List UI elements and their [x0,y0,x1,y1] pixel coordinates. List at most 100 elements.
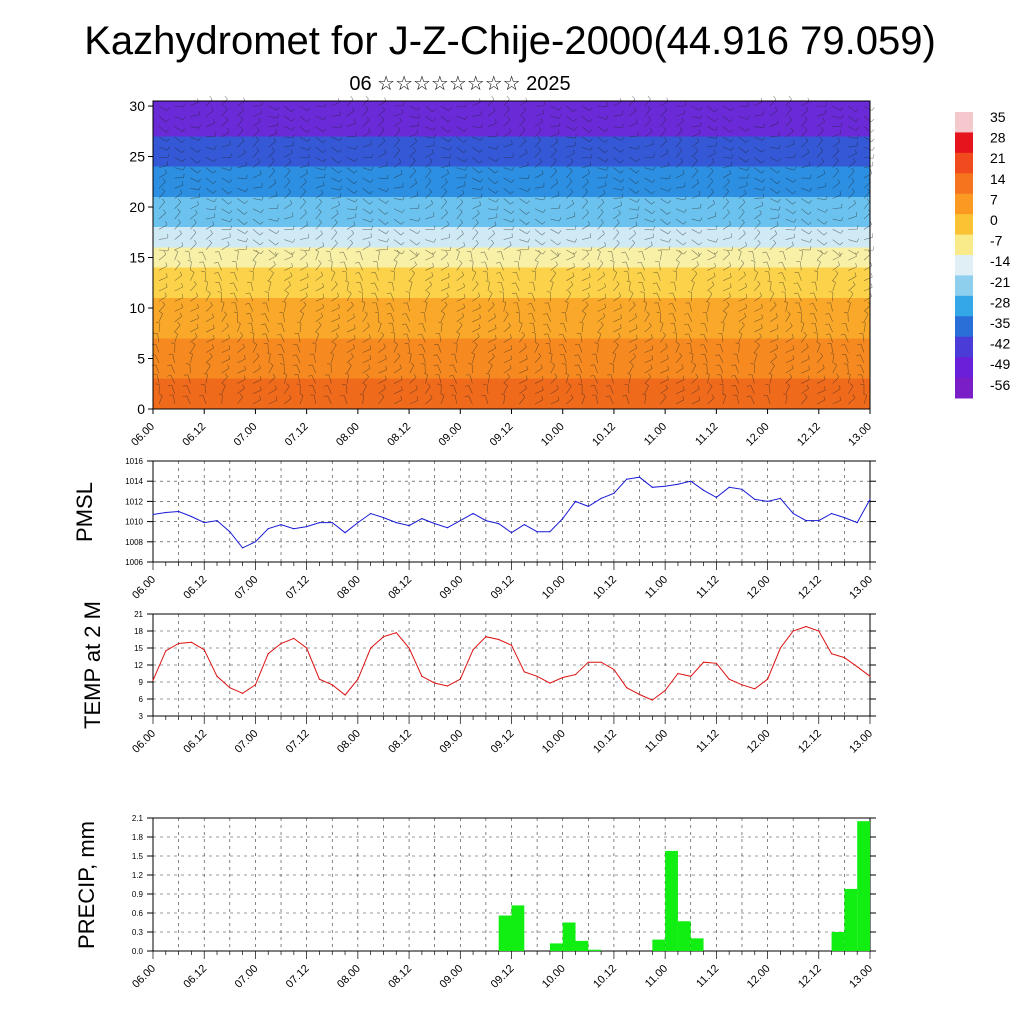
wind-barb-flag [791,334,794,338]
wind-barb [534,139,541,148]
wind-barb [409,388,418,394]
wind-barb-flag [719,383,724,386]
wind-barb [237,140,245,148]
wind-barb [707,145,717,148]
wind-barb-flag [621,123,624,128]
wind-barb-flag [448,138,452,142]
wind-barb-flag [432,251,436,255]
wind-barb [487,110,496,117]
wind-barb-flag [590,385,595,387]
wind-barb [409,115,419,119]
wind-barb [190,146,198,153]
wind-barb-flag [789,116,793,121]
wind-barb [468,395,473,405]
wind-barb [597,157,606,163]
wind-barb [801,369,810,374]
wind-barb [392,323,395,333]
wind-barb-flag [353,170,358,174]
data-point [382,636,385,638]
wind-barb-flag [336,209,339,214]
wind-barb-flag [515,311,520,314]
wind-barb [644,348,654,353]
wind-barb-flag [682,242,687,246]
wind-barb-flag [479,303,481,308]
wind-barb-flag [605,385,610,387]
wind-barb [205,328,215,333]
wind-barb [814,323,818,333]
wind-barb [298,333,301,343]
wind-barb [503,131,512,138]
wind-barb [754,157,762,164]
wind-barb [675,150,683,158]
wind-barb [738,157,747,163]
wind-barb-flag [463,282,465,287]
wind-barb [378,187,387,192]
wind-barb-flag [731,154,734,159]
wind-barb [675,379,685,384]
wind-barb [644,313,650,322]
wind-barb-flag [636,190,640,194]
wind-barb-flag [525,375,528,380]
wind-barb [566,239,576,243]
data-point [229,531,231,533]
wind-barb-flag [715,354,720,356]
wind-barb [644,302,648,312]
grid [153,613,870,717]
wind-barb [268,105,277,111]
wind-barb [284,284,292,292]
wind-barb-flag [213,190,217,194]
wind-barb-flag [444,178,448,183]
wind-barb-flag [646,311,650,315]
wind-barb [644,177,653,183]
wind-barb [785,109,792,117]
wind-barb-flag [256,352,260,357]
wind-barb-flag [197,170,201,174]
wind-barb-flag [573,251,577,255]
wind-barb [472,232,479,240]
x-tick-label: 12.00 [744,421,772,449]
wind-barb [331,157,339,164]
y-tick-label: 3 [139,712,144,721]
wind-barb-flag [682,169,685,174]
wind-barb [472,126,482,129]
wind-barb [738,126,747,132]
wind-barb [331,243,338,251]
wind-barb-flag [684,102,687,107]
wind-barb [503,198,511,205]
wind-barb-flag [502,300,507,304]
wind-barb [205,167,214,174]
wind-barb [813,292,818,302]
wind-barb-flag [728,220,731,225]
wind-barb [299,165,309,168]
wind-barb [190,284,197,292]
wind-barb-flag [370,210,374,214]
wind-barb-flag [355,261,360,264]
wind-barb-flag [696,137,700,142]
wind-barb [534,367,543,374]
wind-barb [252,249,262,255]
wind-barb-flag [715,126,719,131]
data-point [562,517,564,520]
x-tick-label: 09.00 [436,421,464,449]
wind-barb [362,177,371,183]
wind-barb [707,256,716,261]
wind-barb [299,265,309,271]
wind-barb [503,167,513,171]
wind-barb-flag [167,364,172,366]
wind-barb [550,229,559,234]
wind-barb [549,343,551,353]
wind-barb-flag [352,107,355,111]
wind-barb [186,395,191,405]
wind-barb [848,203,856,210]
wind-barb-flag [417,333,422,336]
wind-barb-flag [746,158,750,163]
wind-barb-flag [588,169,591,174]
wind-barb-flag [212,334,215,339]
wind-barb-flag [776,170,781,174]
colorbar-swatch [955,152,973,174]
wind-barb [801,239,810,243]
wind-barb [425,239,434,243]
wind-barb-flag [615,342,619,346]
wind-barb-flag [618,333,621,337]
data-point [216,675,218,677]
